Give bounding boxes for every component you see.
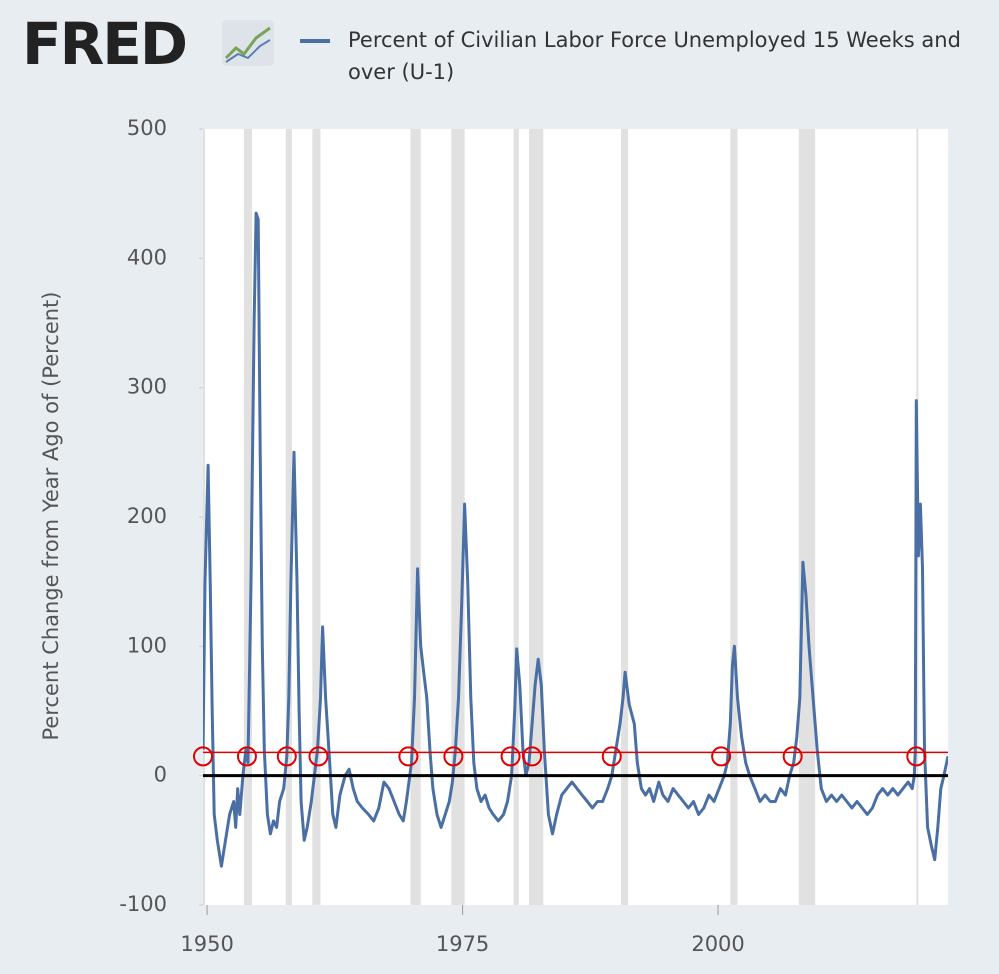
y-tick-label: 300 xyxy=(127,375,167,399)
y-tick-label: 0 xyxy=(154,763,167,787)
x-tick-label: 1975 xyxy=(436,932,489,956)
plot-layer xyxy=(203,129,948,905)
y-axis-label: Percent Change from Year Ago of (Percent… xyxy=(39,292,63,741)
recession-band xyxy=(312,129,321,905)
series-line xyxy=(203,211,948,868)
highlight-circle xyxy=(398,746,419,767)
highlight-circle xyxy=(276,746,297,767)
recession-band xyxy=(620,129,629,905)
x-tick-label: 1950 xyxy=(180,932,233,956)
recession-band xyxy=(203,129,206,905)
x-tick-label: 2000 xyxy=(691,932,744,956)
highlight-circle xyxy=(500,746,521,767)
highlight-circle xyxy=(711,746,732,767)
recession-band xyxy=(243,129,253,905)
y-tick-label: 500 xyxy=(127,116,167,140)
highlight-circle xyxy=(601,746,622,767)
recession-band xyxy=(513,129,519,905)
recession-band xyxy=(529,129,544,905)
recession-band xyxy=(410,129,421,905)
highlight-circle xyxy=(308,746,329,767)
recession-band xyxy=(730,129,738,905)
highlight-circle xyxy=(193,746,213,767)
recession-band xyxy=(451,129,465,905)
y-tick-label: -100 xyxy=(119,892,167,916)
highlight-circle xyxy=(782,746,803,767)
legend-entry: Percent of Civilian Labor Force Unemploy… xyxy=(348,28,961,84)
highlight-circle xyxy=(236,746,257,767)
y-tick-label: 200 xyxy=(127,504,167,528)
highlight-circle xyxy=(522,746,543,767)
y-tick-label: 100 xyxy=(127,633,167,657)
fred-icon xyxy=(222,20,274,66)
recession-band xyxy=(285,129,292,905)
logo: FRED xyxy=(22,10,188,78)
highlight-circle xyxy=(443,746,464,767)
highlight-circle xyxy=(906,746,927,767)
y-tick-label: 400 xyxy=(127,245,167,269)
recession-band xyxy=(798,129,816,905)
